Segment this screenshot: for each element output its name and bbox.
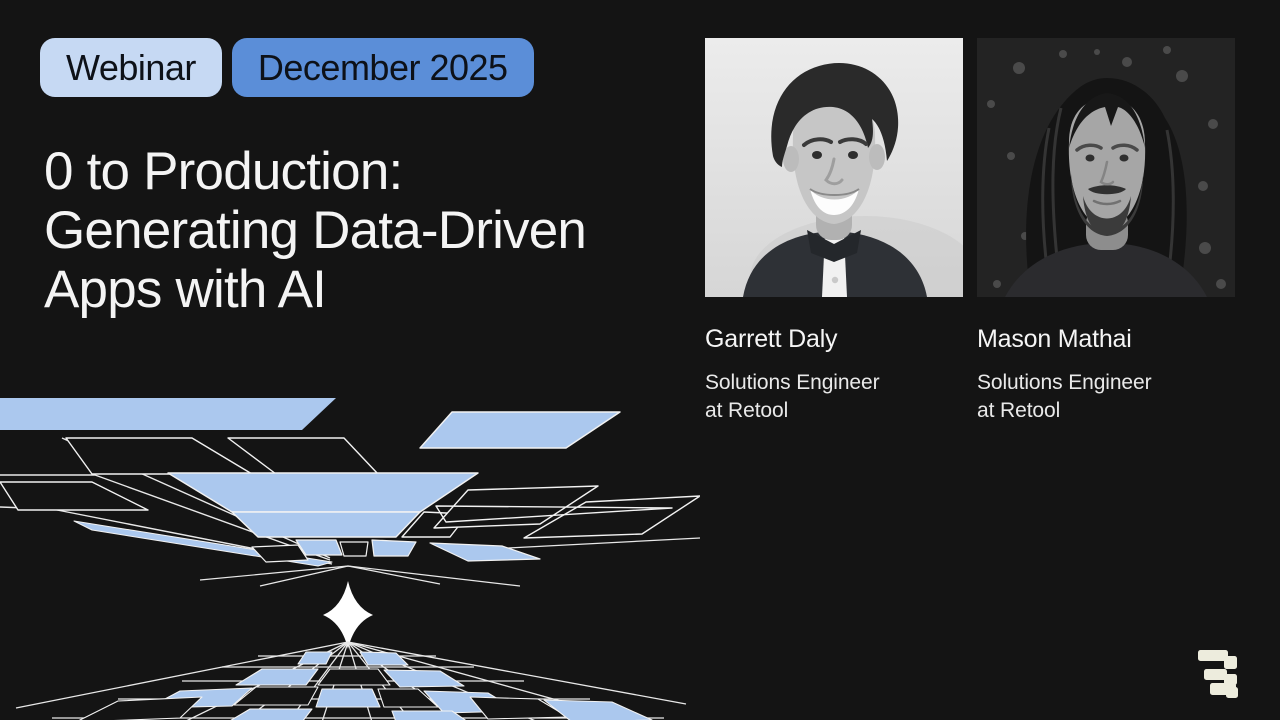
retool-logomark-icon [1198, 650, 1238, 698]
speaker-card: Mason Mathai Solutions Engineer at Retoo… [977, 38, 1235, 425]
speaker-card: Garrett Daly Solutions Engineer at Retoo… [705, 38, 963, 425]
speaker-name: Garrett Daly [705, 325, 838, 353]
sparkle-icon [323, 581, 373, 649]
speaker-role: Solutions Engineer at Retool [977, 371, 1152, 422]
speakers-section: Garrett Daly Solutions Engineer at Retoo… [705, 38, 1235, 425]
date-badge: December 2025 [231, 38, 534, 97]
page-title: 0 to Production: Generating Data-Driven … [44, 142, 587, 319]
speaker-role: Solutions Engineer at Retool [705, 371, 880, 422]
webinar-badge: Webinar [40, 38, 222, 97]
speaker-photo-mason [977, 38, 1235, 297]
badge-row: Webinar December 2025 [40, 38, 534, 97]
speaker-photo-garrett [705, 38, 963, 297]
perspective-grid-art [0, 398, 700, 720]
speaker-name: Mason Mathai [977, 325, 1132, 353]
